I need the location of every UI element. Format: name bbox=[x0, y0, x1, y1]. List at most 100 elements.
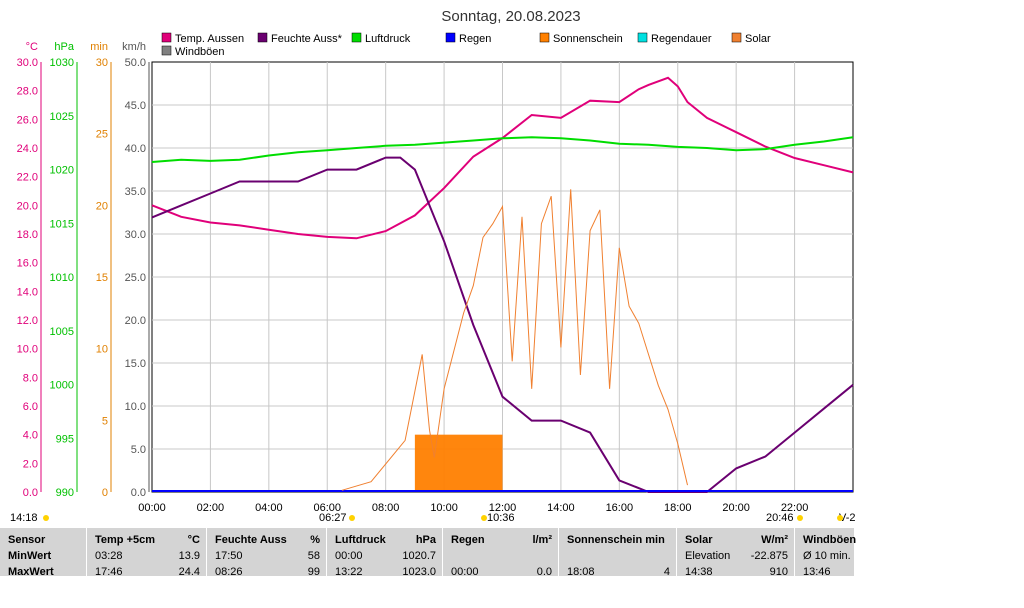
stats-column: Windböen Ø 10 min. 13:46 bbox=[794, 528, 856, 578]
y-tick-label: 995 bbox=[56, 433, 74, 445]
y-axis-unit: hPa bbox=[54, 41, 74, 53]
stats-column-header: Sonnenschein min bbox=[567, 534, 665, 546]
y-tick-label: 990 bbox=[56, 487, 74, 499]
y-tick-label: 30.0 bbox=[125, 229, 146, 241]
y-tick-label: 20 bbox=[96, 200, 108, 212]
y-tick-label: 16.0 bbox=[17, 258, 38, 270]
y-tick-label: 14.0 bbox=[17, 286, 38, 298]
stats-cell: 17:46 24.4 bbox=[95, 566, 200, 578]
solar-line bbox=[341, 189, 688, 491]
legend-label: Regen bbox=[459, 33, 491, 45]
y-tick-label: 1010 bbox=[50, 272, 74, 284]
legend-swatch bbox=[257, 32, 268, 43]
right-time-label: V-2 bbox=[839, 512, 856, 524]
stats-cell: 03:28 13.9 bbox=[95, 550, 200, 562]
stats-column-header: Regen l/m² bbox=[451, 534, 552, 546]
y-tick-label: 1005 bbox=[50, 326, 74, 338]
y-tick-label: 1000 bbox=[50, 380, 74, 392]
sun-marker bbox=[349, 515, 355, 521]
y-tick-label: 30.0 bbox=[17, 57, 38, 69]
y-tick-label: 1025 bbox=[50, 111, 74, 123]
min-label: MinWert bbox=[8, 550, 52, 562]
x-tick-label: 12:00 bbox=[489, 502, 517, 514]
legend-swatch bbox=[161, 45, 172, 56]
x-tick-label: 20:00 bbox=[722, 502, 750, 514]
legend-swatch bbox=[637, 32, 648, 43]
stats-cell: 17:50 58 bbox=[215, 550, 320, 562]
stats-column: Feuchte Auss% 17:50 58 08:26 99 bbox=[206, 528, 326, 578]
stats-cell: 00:00 1020.7 bbox=[335, 550, 436, 562]
y-tick-label: 4.0 bbox=[23, 430, 38, 442]
legend-label: Feuchte Auss* bbox=[271, 33, 343, 45]
sun-marker bbox=[481, 515, 487, 521]
y-tick-label: 18.0 bbox=[17, 229, 38, 241]
legend-label: Regendauer bbox=[651, 33, 712, 45]
y-tick-label: 0 bbox=[102, 487, 108, 499]
humidity-line bbox=[151, 156, 854, 493]
y-axis-unit: km/h bbox=[122, 41, 146, 53]
stats-cell: 13:46 bbox=[803, 566, 831, 578]
y-axis-unit: min bbox=[90, 41, 108, 53]
legend-label: Luftdruck bbox=[365, 33, 411, 45]
axes: 00:00 02:00 04:00 06:00 08:00 10:00 12:00 14:00… bbox=[17, 41, 809, 514]
y-tick-label: 5.0 bbox=[131, 444, 146, 456]
stats-cell bbox=[443, 548, 558, 564]
stats-cell: Elevation -22.875 bbox=[685, 550, 788, 562]
y-tick-label: 0.0 bbox=[23, 487, 38, 499]
x-tick-label: 14:00 bbox=[547, 502, 575, 514]
y-tick-label: 1015 bbox=[50, 218, 74, 230]
y-tick-label: 6.0 bbox=[23, 401, 38, 413]
y-axis-unit: °C bbox=[26, 41, 38, 53]
legend-swatch bbox=[161, 32, 172, 43]
y-tick-label: 20.0 bbox=[125, 315, 146, 327]
x-tick-label: 22:00 bbox=[781, 502, 809, 514]
y-tick-label: 5 bbox=[102, 415, 108, 427]
noon-time-label: 10:36 bbox=[487, 512, 515, 524]
stats-column-header: Luftdruck hPa bbox=[335, 534, 436, 546]
stats-column-header: Solar W/m² bbox=[685, 534, 788, 546]
y-tick-label: 28.0 bbox=[17, 86, 38, 98]
x-tick-label: 18:00 bbox=[664, 502, 692, 514]
y-tick-label: 30 bbox=[96, 57, 108, 69]
legend-swatch bbox=[731, 32, 742, 43]
sunrise-time-label: 06:27 bbox=[319, 512, 347, 524]
y-tick-label: 50.0 bbox=[125, 57, 146, 69]
stats-cell: 08:26 99 bbox=[215, 566, 320, 578]
legend-swatch bbox=[539, 32, 550, 43]
x-tick-label: 10:00 bbox=[430, 502, 458, 514]
y-tick-label: 25.0 bbox=[125, 272, 146, 284]
x-tick-label: 16:00 bbox=[606, 502, 634, 514]
y-tick-label: 26.0 bbox=[17, 114, 38, 126]
y-tick-label: 40.0 bbox=[125, 143, 146, 155]
y-tick-label: 10.0 bbox=[17, 344, 38, 356]
y-tick-label: 15.0 bbox=[125, 358, 146, 370]
stats-column: Temp +5cm °C 03:28 13.9 17:46 24.4 bbox=[86, 528, 206, 578]
grid bbox=[151, 61, 854, 493]
max-label: MaxWert bbox=[8, 566, 54, 578]
y-tick-label: 12.0 bbox=[17, 315, 38, 327]
y-tick-label: 1030 bbox=[50, 57, 74, 69]
stats-column: Regen l/m² 00:00 0.0 bbox=[442, 528, 558, 578]
y-tick-label: 0.0 bbox=[131, 487, 146, 499]
time-markers: 14:18 06:27 10:36 20:46 V-2 bbox=[10, 512, 856, 524]
y-tick-label: 10 bbox=[96, 344, 108, 356]
x-tick-label: 02:00 bbox=[197, 502, 225, 514]
y-tick-label: 35.0 bbox=[125, 186, 146, 198]
y-tick-label: 45.0 bbox=[125, 100, 146, 112]
stats-cell: 13:22 1023.0 bbox=[335, 566, 436, 578]
x-tick-label: 00:00 bbox=[138, 502, 166, 514]
sensor-column: Sensor MinWert MaxWert bbox=[0, 528, 86, 578]
y-tick-label: 15 bbox=[96, 272, 108, 284]
y-tick-label: 20.0 bbox=[17, 200, 38, 212]
legend-label: Solar bbox=[745, 33, 771, 45]
x-tick-label: 04:00 bbox=[255, 502, 283, 514]
stats-cell bbox=[559, 548, 676, 564]
stats-cell: Ø 10 min. bbox=[803, 550, 851, 562]
sun-marker bbox=[43, 515, 49, 521]
stats-table: Sensor MinWert MaxWert Temp +5cm °C 03:28 1… bbox=[0, 528, 856, 578]
legend-swatch bbox=[445, 32, 456, 43]
sunset-time-label: 20:46 bbox=[766, 512, 794, 524]
stats-column-header: Feuchte Auss% bbox=[215, 534, 320, 546]
stats-column: Sonnenschein min 18:08 4 bbox=[558, 528, 676, 578]
x-tick-label: 08:00 bbox=[372, 502, 400, 514]
